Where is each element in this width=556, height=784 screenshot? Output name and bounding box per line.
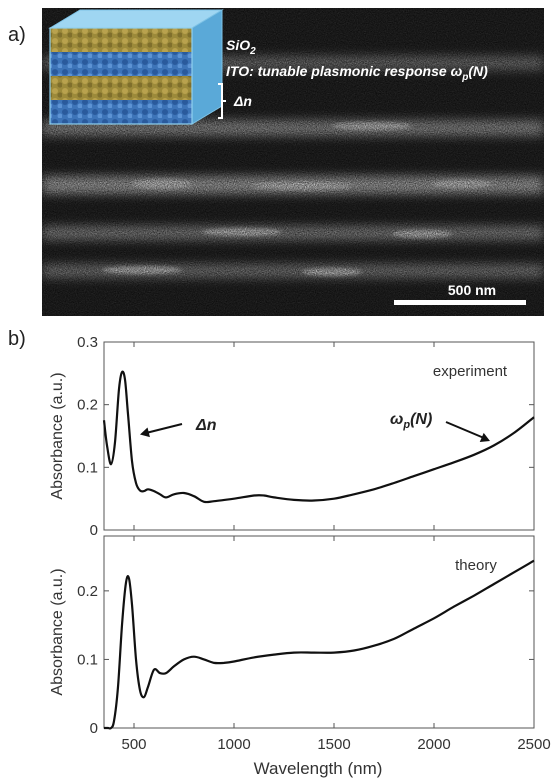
panel-b-label: b) bbox=[8, 328, 26, 350]
experiment-series-name: experiment bbox=[433, 363, 508, 380]
theory-y-axis-label: Absorbance (a.u.) bbox=[49, 568, 66, 695]
ito-label: ITO: tunable plasmonic response ωp(N) bbox=[226, 63, 488, 83]
experiment-y-tick-label: 0.1 bbox=[77, 459, 98, 476]
dn-arrow bbox=[145, 423, 183, 434]
scalebar bbox=[394, 300, 526, 305]
theory-series-name: theory bbox=[455, 557, 497, 574]
panel-a-label: a) bbox=[8, 24, 26, 46]
experiment-y-tick-label: 0.2 bbox=[77, 397, 98, 414]
wp-annotation: ωp(N) bbox=[390, 411, 432, 431]
x-tick-label: 1500 bbox=[317, 736, 350, 753]
period-label: Δn bbox=[233, 93, 252, 109]
experiment-curve bbox=[102, 370, 535, 504]
x-tick-label: 1000 bbox=[217, 736, 250, 753]
sio2-label: SiO2 bbox=[226, 37, 256, 57]
experiment-y-axis-label: Absorbance (a.u.) bbox=[49, 372, 66, 499]
theory-y-tick-label: 0.1 bbox=[77, 651, 98, 668]
period-bracket bbox=[218, 83, 226, 119]
x-axis-label: Wavelength (nm) bbox=[254, 759, 383, 778]
absorbance-plots: 0 0.1 0.2 0.3 Absorbance (a.u.) experiment Δn ω… bbox=[49, 334, 551, 778]
experiment-plot: 0 0.1 0.2 0.3 Absorbance (a.u.) experiment Δn ω… bbox=[49, 334, 535, 539]
wp-arrowhead bbox=[479, 432, 490, 443]
theory-y-tick-label: 0.2 bbox=[77, 583, 98, 600]
experiment-plot-frame bbox=[103, 341, 535, 531]
x-tick-label: 2500 bbox=[517, 736, 550, 753]
theory-y-tick-label: 0 bbox=[90, 720, 98, 737]
dn-arrowhead bbox=[140, 427, 150, 438]
x-tick-label: 500 bbox=[121, 736, 146, 753]
scalebar-label: 500 nm bbox=[448, 282, 496, 298]
layer-stack-cube bbox=[48, 9, 224, 125]
experiment-y-tick-label: 0.3 bbox=[77, 334, 98, 351]
x-tick-label: 2000 bbox=[417, 736, 450, 753]
theory-plot-frame bbox=[103, 535, 535, 729]
theory-curve bbox=[104, 559, 535, 730]
wp-arrow bbox=[445, 421, 485, 439]
tem-micrograph: SiO2 ITO: tunable plasmonic response ωp(… bbox=[42, 8, 544, 316]
dn-annotation: Δn bbox=[195, 417, 217, 434]
theory-plot: 0 0.1 0.2 Absorbance (a.u.) theory bbox=[49, 535, 535, 737]
experiment-y-tick-label: 0 bbox=[90, 522, 98, 539]
